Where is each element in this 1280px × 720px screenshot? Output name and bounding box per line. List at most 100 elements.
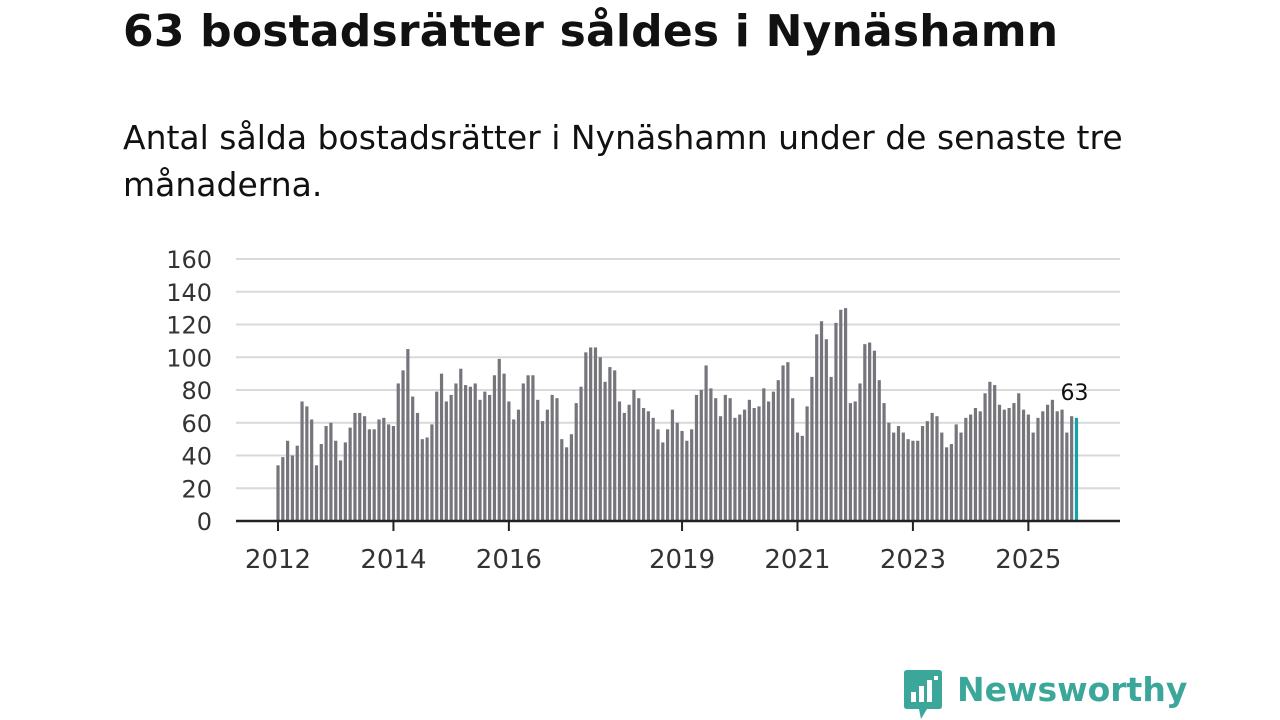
bar (555, 398, 559, 521)
bar (781, 365, 785, 521)
bar (343, 442, 347, 521)
bar (728, 398, 732, 521)
y-tick-label: 120 (166, 312, 212, 340)
bar (1060, 409, 1064, 521)
bar (670, 409, 675, 521)
bar (1050, 399, 1055, 521)
bar (892, 432, 896, 521)
bar (834, 322, 838, 521)
bar (940, 432, 944, 521)
y-tick-label: 160 (166, 246, 212, 274)
bar (516, 409, 521, 521)
bar (1017, 393, 1021, 521)
bar (1046, 404, 1050, 521)
bar (468, 386, 472, 521)
bar (973, 408, 978, 521)
bar (848, 403, 852, 521)
bar (358, 412, 362, 521)
bar (997, 404, 1002, 521)
bar (925, 421, 929, 521)
bar (699, 390, 703, 521)
bar (930, 412, 934, 521)
bar (401, 370, 405, 521)
y-tick-label: 140 (166, 279, 212, 307)
bar (810, 376, 814, 521)
bar (752, 408, 756, 521)
bar (767, 401, 771, 521)
bar (685, 440, 689, 521)
bar (733, 417, 737, 521)
bar (569, 434, 574, 521)
bar (824, 339, 828, 521)
bar (627, 404, 631, 521)
bar (310, 419, 314, 521)
bar (300, 401, 304, 521)
bar (872, 350, 877, 521)
bar (512, 419, 516, 521)
bar (993, 385, 997, 521)
bar (738, 414, 742, 521)
bar (367, 429, 371, 521)
bar (666, 429, 670, 521)
y-tick-label: 40 (181, 443, 212, 471)
bar (531, 375, 535, 521)
bar (598, 357, 602, 521)
bar (1007, 408, 1011, 521)
bar (608, 367, 612, 521)
x-tick-label: 2023 (880, 545, 946, 575)
bar (507, 401, 511, 521)
bar (704, 365, 708, 521)
bar (295, 445, 299, 521)
bar (290, 455, 295, 521)
bar (622, 412, 626, 521)
bar (641, 408, 646, 521)
newsworthy-logo: Newsworthy (903, 668, 1187, 720)
bar (747, 399, 751, 521)
bar (983, 393, 987, 521)
bar (589, 347, 593, 521)
bar (906, 439, 910, 521)
bar (613, 370, 617, 521)
bar (1012, 403, 1016, 521)
bar (617, 401, 622, 521)
bar (632, 390, 636, 521)
bar (579, 386, 583, 521)
bar (483, 391, 487, 521)
bar (305, 406, 309, 521)
bar (954, 424, 958, 521)
bar (723, 394, 727, 521)
bar (497, 358, 501, 521)
bar (694, 394, 699, 521)
bar (896, 426, 901, 521)
bar (387, 424, 391, 521)
x-tick-label: 2016 (476, 545, 542, 575)
bar (314, 465, 319, 521)
bar (718, 416, 723, 521)
bar (776, 380, 780, 521)
bar (858, 383, 862, 521)
bar (334, 440, 338, 521)
bar (757, 406, 761, 521)
bar (882, 403, 886, 521)
y-tick-label: 100 (166, 344, 212, 372)
bar (1036, 417, 1040, 521)
bar (521, 383, 525, 521)
bar (473, 383, 477, 521)
bar (439, 373, 444, 521)
bar (805, 406, 809, 521)
bar (1055, 411, 1059, 521)
bar (377, 419, 381, 521)
bar (786, 362, 790, 521)
bar (353, 412, 357, 521)
bar (1070, 416, 1074, 521)
bar (281, 457, 285, 521)
bar (540, 421, 545, 521)
bar (603, 381, 607, 521)
chart-title: 63 bostadsrätter såldes i Nynäshamn (123, 6, 1059, 57)
bar (709, 388, 713, 521)
bar (324, 426, 328, 521)
bar (463, 385, 468, 521)
bar (839, 309, 843, 521)
bar (372, 429, 376, 521)
bar (637, 398, 641, 521)
